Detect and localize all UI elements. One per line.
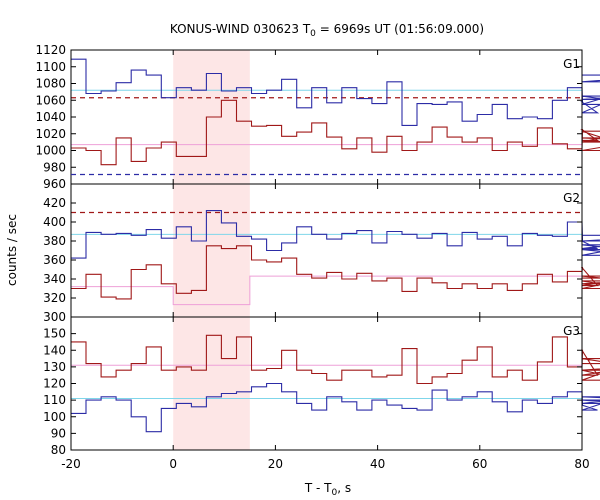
y-tick-label: 1020 (35, 127, 66, 141)
y-tick-label: 320 (43, 291, 66, 305)
y-tick-label: 1080 (35, 77, 66, 91)
panel-frame (70, 316, 583, 451)
panel-label: G2 (563, 191, 580, 205)
title-main: KONUS-WIND 030623 T (170, 22, 311, 36)
y-tick-label: 120 (43, 377, 66, 391)
y-tick-label: 960 (43, 177, 66, 191)
red-lightcurve (71, 334, 600, 385)
y-tick-label: 1120 (35, 43, 66, 57)
y-tick-label: 1000 (35, 144, 66, 158)
y-tick-label: 1060 (35, 93, 66, 107)
y-tick-label: 380 (43, 234, 66, 248)
y-tick-label: 1100 (35, 60, 66, 74)
blue-lightcurve (71, 382, 600, 433)
panel-g2: 300 320 340 360 380 400 420 G2 (43, 173, 600, 324)
xlabel-subscript: 0 (332, 488, 338, 498)
xlabel-rest: , s (337, 481, 351, 495)
title-rest: = 6969s UT (01:56:09.000) (316, 22, 484, 36)
y-tick-label: 130 (43, 360, 66, 374)
x-tick-label: 20 (268, 457, 283, 471)
x-tick-label: -20 (61, 457, 81, 471)
y-tick-label: 100 (43, 410, 66, 424)
panel-g3: 80 90 100 110 120 130 140 150 G3 (43, 316, 600, 457)
title-subscript: 0 (310, 29, 316, 39)
xlabel-main: T - T (304, 481, 332, 495)
red-background-level (71, 275, 582, 306)
y-tick-label: 360 (43, 253, 66, 267)
y-tick-label: 340 (43, 272, 66, 286)
x-axis-label: T - T0, s (304, 481, 351, 498)
y-tick-label: 140 (43, 343, 66, 357)
chart-title: KONUS-WIND 030623 T0 = 6969s UT (01:56:0… (170, 22, 484, 39)
y-tick-label: 300 (43, 310, 66, 324)
x-tick-label: 80 (574, 457, 589, 471)
burst-interval-shade (173, 317, 250, 450)
y-tick-label: 80 (51, 443, 66, 457)
x-tick-label: 60 (472, 457, 487, 471)
y-tick-label: 1040 (35, 110, 66, 124)
red-lightcurve (71, 245, 600, 300)
y-tick-label: 400 (43, 215, 66, 229)
panel-frame (70, 183, 583, 318)
blue-lightcurve (71, 58, 600, 126)
burst-interval-shade (173, 184, 250, 317)
y-tick-label: 150 (43, 327, 66, 341)
panels-group: 9609801000102010401060108011001120G13003… (35, 43, 600, 471)
y-axis-label: counts / sec (5, 214, 19, 286)
red-lightcurve (71, 99, 600, 166)
y-tick-label: 90 (51, 426, 66, 440)
y-tick-label: 110 (43, 393, 66, 407)
y-tick-label: 420 (43, 196, 66, 210)
x-tick-label: 0 (169, 457, 177, 471)
panel-frame (70, 49, 583, 185)
panel-g1: 960 980 1000 1020 1040 1060 1080 1100 1120 G1 (35, 43, 600, 191)
panel-label: G1 (563, 57, 580, 71)
panel-label: G3 (563, 324, 580, 338)
y-tick-label: 980 (43, 160, 66, 174)
x-tick-label: 40 (370, 457, 385, 471)
